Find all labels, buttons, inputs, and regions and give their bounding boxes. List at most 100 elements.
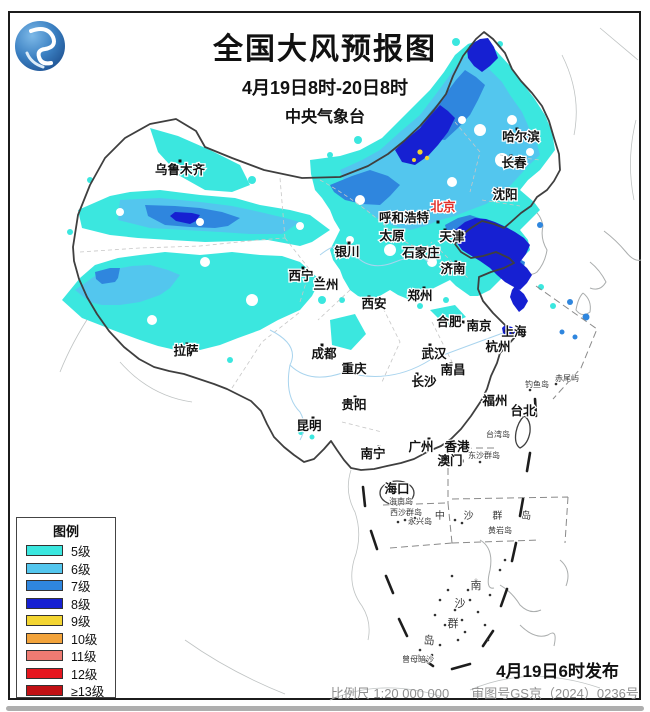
city-dot [514,406,518,410]
city-dot [377,445,381,449]
legend-label: 8级 [71,597,91,612]
island-speck [446,588,450,592]
island-label: 台湾岛 [486,429,510,439]
city-dot [449,362,453,366]
city-label: 香港 [443,439,470,454]
city-label: 太原 [379,228,405,243]
island-speck [408,521,412,525]
city-label: 重庆 [341,361,367,376]
city-label: 西安 [361,296,386,311]
city-dot [509,154,513,158]
legend-title: 图例 [52,524,79,539]
city-label: 成都 [311,346,337,361]
city-dot [410,245,414,249]
city-label: 郑州 [407,288,432,303]
legend-item: 11级 [17,647,115,665]
island-speck [430,653,434,657]
island-labels: 钓鱼岛赤尾屿台湾岛东沙群岛海南岛西沙群岛永兴岛中 沙 群 岛黄岩岛南沙群岛曾母暗… [388,373,579,664]
island-speck [443,623,447,627]
city-dot [301,266,305,270]
city-dot [461,320,465,324]
legend-swatch [26,632,63,644]
city-dot [348,361,352,365]
map-approval-number: 审图号GS京（2024）0236号 [471,686,639,701]
city-dot [353,395,357,399]
city-label: 海口 [384,481,409,496]
legend-swatch [26,562,63,574]
island-label: 东沙群岛 [468,450,500,460]
island-speck [460,521,464,525]
island-speck [488,593,492,597]
city-label: 杭州 [485,339,510,354]
nine-dash-line [361,397,538,671]
legend-item: ≥13级 [17,682,115,700]
legend-label: 5级 [71,545,91,560]
issue-time: 4月19日6时发布 [496,662,619,681]
bottom-bar [6,706,644,711]
city-label: 昆明 [296,418,321,433]
legend-swatch [26,650,63,662]
island-speck [450,574,454,578]
island-speck [476,610,480,614]
city-label: 南京 [466,318,492,333]
island-speck [468,598,472,602]
island-label: 群 [448,616,459,630]
city-dot [311,416,315,420]
legend-swatch [26,667,63,679]
legend-swatch [26,580,63,592]
legend-item: 5级 [17,542,115,560]
legend-label: 11级 [71,650,97,665]
island-speck [456,638,460,642]
island-label: 钓鱼岛 [525,379,549,389]
city-dot [415,372,419,376]
rivers [269,244,504,441]
city-dot [472,320,476,324]
city-label: 石家庄 [401,245,440,260]
city-dot [496,187,500,191]
island-speck [528,388,532,392]
island-specks [396,382,558,657]
city-label: 济南 [440,261,466,276]
legend-box: 图例 5级 6级 7级 8级 9级 10级 11级 12级 ≥13级 [16,517,116,700]
city-dot [436,220,440,224]
legend-label: ≥13级 [71,685,105,700]
island-speck [433,613,437,617]
city-dot [422,286,426,290]
legend-swatch [26,597,63,609]
legend-label: 10级 [71,632,98,647]
legend-item: 8级 [17,595,115,613]
island-speck [554,382,558,386]
island-speck [483,623,487,627]
legend-item: 12级 [17,665,115,683]
wind-level8-areas [170,38,532,338]
city-label: 乌鲁木齐 [155,162,206,177]
city-dot [428,343,432,347]
city-dot [460,459,464,463]
island-speck [486,638,490,642]
legend-swatch [26,615,63,627]
legend-rows: 5级 6级 7级 8级 9级 10级 11级 12级 ≥13级 [17,542,115,700]
city-label: 拉萨 [173,343,199,358]
island-speck [413,516,417,520]
city-dot [388,482,392,486]
island-label: 南 [471,579,482,592]
cma-logo-icon [13,19,67,73]
legend-item: 7级 [17,577,115,595]
city-dot [185,342,189,346]
legend-swatch [26,545,63,557]
city-dot [426,210,430,214]
city-label: 沈阳 [492,187,517,202]
city-label: 南昌 [440,362,465,377]
city-label: 北京 [430,199,456,214]
city-label: 上海 [501,324,527,339]
wind-shading [62,38,590,440]
island-speck [396,520,400,524]
city-dot [454,260,458,264]
city-label: 哈尔滨 [502,129,540,144]
city-dot [445,451,449,455]
city-label: 呼和浩特 [379,210,430,225]
wind-level9-areas [412,149,430,162]
city-dot [405,246,409,250]
island-speck [418,648,422,652]
